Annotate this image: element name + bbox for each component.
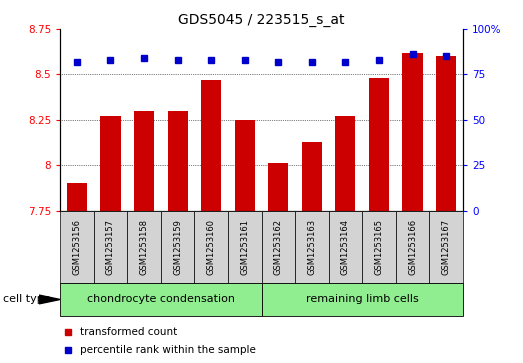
Text: GSM1253160: GSM1253160 (207, 219, 215, 275)
Bar (167, 111, 188, 211)
Text: GSM1253156: GSM1253156 (72, 219, 82, 275)
Bar (328, 211, 362, 283)
Bar (60, 211, 94, 283)
Bar (60, 283, 262, 316)
Text: GSM1253165: GSM1253165 (374, 219, 383, 275)
Bar (94, 211, 127, 283)
Text: GSM1253159: GSM1253159 (173, 219, 182, 275)
Bar (335, 116, 356, 211)
Bar (436, 56, 456, 211)
Text: GSM1253164: GSM1253164 (341, 219, 350, 275)
Bar (100, 116, 121, 211)
Bar (201, 80, 221, 211)
Text: GSM1253162: GSM1253162 (274, 219, 283, 275)
Bar (235, 120, 255, 211)
Bar (195, 211, 228, 283)
Text: chondrocyte condensation: chondrocyte condensation (87, 294, 235, 305)
Title: GDS5045 / 223515_s_at: GDS5045 / 223515_s_at (178, 13, 345, 26)
Bar (396, 211, 429, 283)
Bar (228, 211, 262, 283)
Bar (369, 78, 389, 211)
Text: cell type: cell type (3, 294, 50, 305)
Bar (262, 283, 463, 316)
Text: GSM1253163: GSM1253163 (308, 219, 316, 275)
Bar (295, 211, 328, 283)
Bar (302, 142, 322, 211)
Bar (127, 211, 161, 283)
Text: GSM1253158: GSM1253158 (140, 219, 149, 275)
Bar (134, 111, 154, 211)
Bar (429, 211, 463, 283)
Text: GSM1253166: GSM1253166 (408, 219, 417, 275)
Text: percentile rank within the sample: percentile rank within the sample (81, 345, 256, 355)
Text: transformed count: transformed count (81, 327, 177, 337)
Bar (403, 53, 423, 211)
Bar (67, 183, 87, 211)
Text: GSM1253157: GSM1253157 (106, 219, 115, 275)
Text: GSM1253161: GSM1253161 (240, 219, 249, 275)
Polygon shape (39, 295, 60, 304)
Text: remaining limb cells: remaining limb cells (306, 294, 418, 305)
Bar (362, 211, 396, 283)
Bar (268, 163, 288, 211)
Text: GSM1253167: GSM1253167 (441, 219, 451, 275)
Bar (262, 211, 295, 283)
Bar (161, 211, 195, 283)
